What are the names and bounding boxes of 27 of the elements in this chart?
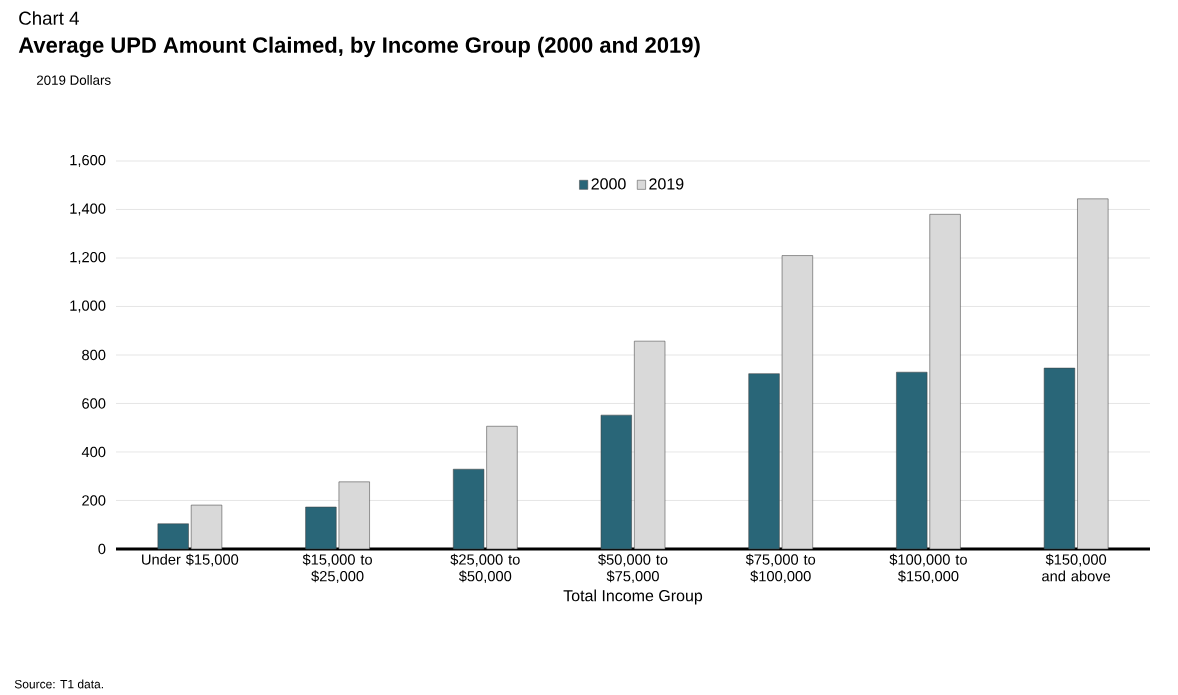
y-tick-label: 0	[98, 543, 106, 555]
legend-label: 2000	[591, 178, 626, 190]
x-tick-label: $100,000 to $150,000	[889, 553, 967, 584]
y-tick-label: 800	[82, 349, 106, 361]
y-tick-label: 400	[81, 446, 106, 458]
y-tick-label: 1,200	[70, 251, 106, 265]
y-tick-label: 1,600	[70, 154, 106, 168]
y-tick-label: 1,000	[70, 300, 106, 313]
source-note: Source: T1 data.	[14, 679, 103, 689]
x-tick-label: $15,000 to $25,000	[302, 553, 372, 584]
chart-title: Average UPD Amount Claimed, by Income Group (2000 and 2019)	[18, 36, 700, 58]
x-tick-label: $150,000 and above	[1042, 553, 1111, 582]
y-tick-label: 600	[82, 398, 106, 409]
text: 2019 Dollars	[36, 75, 111, 85]
y-tick-label: 200	[82, 495, 106, 506]
bar	[157, 523, 189, 550]
x-tick-label: $50,000 to $75,000	[598, 553, 668, 584]
legend-label: 2019	[649, 178, 684, 190]
bar	[190, 504, 223, 550]
y-tick-label: 1,400	[70, 203, 106, 216]
x-axis-title: Total Income Group	[563, 589, 703, 605]
x-tick-label: Under $15,000	[142, 553, 239, 567]
caption: Chart 4	[19, 11, 79, 25]
bar	[1043, 367, 1076, 550]
x-tick-label: $75,000 to $100,000	[745, 553, 816, 584]
bar	[600, 414, 632, 550]
x-tick-label: $25,000 to $50,000	[450, 553, 520, 584]
